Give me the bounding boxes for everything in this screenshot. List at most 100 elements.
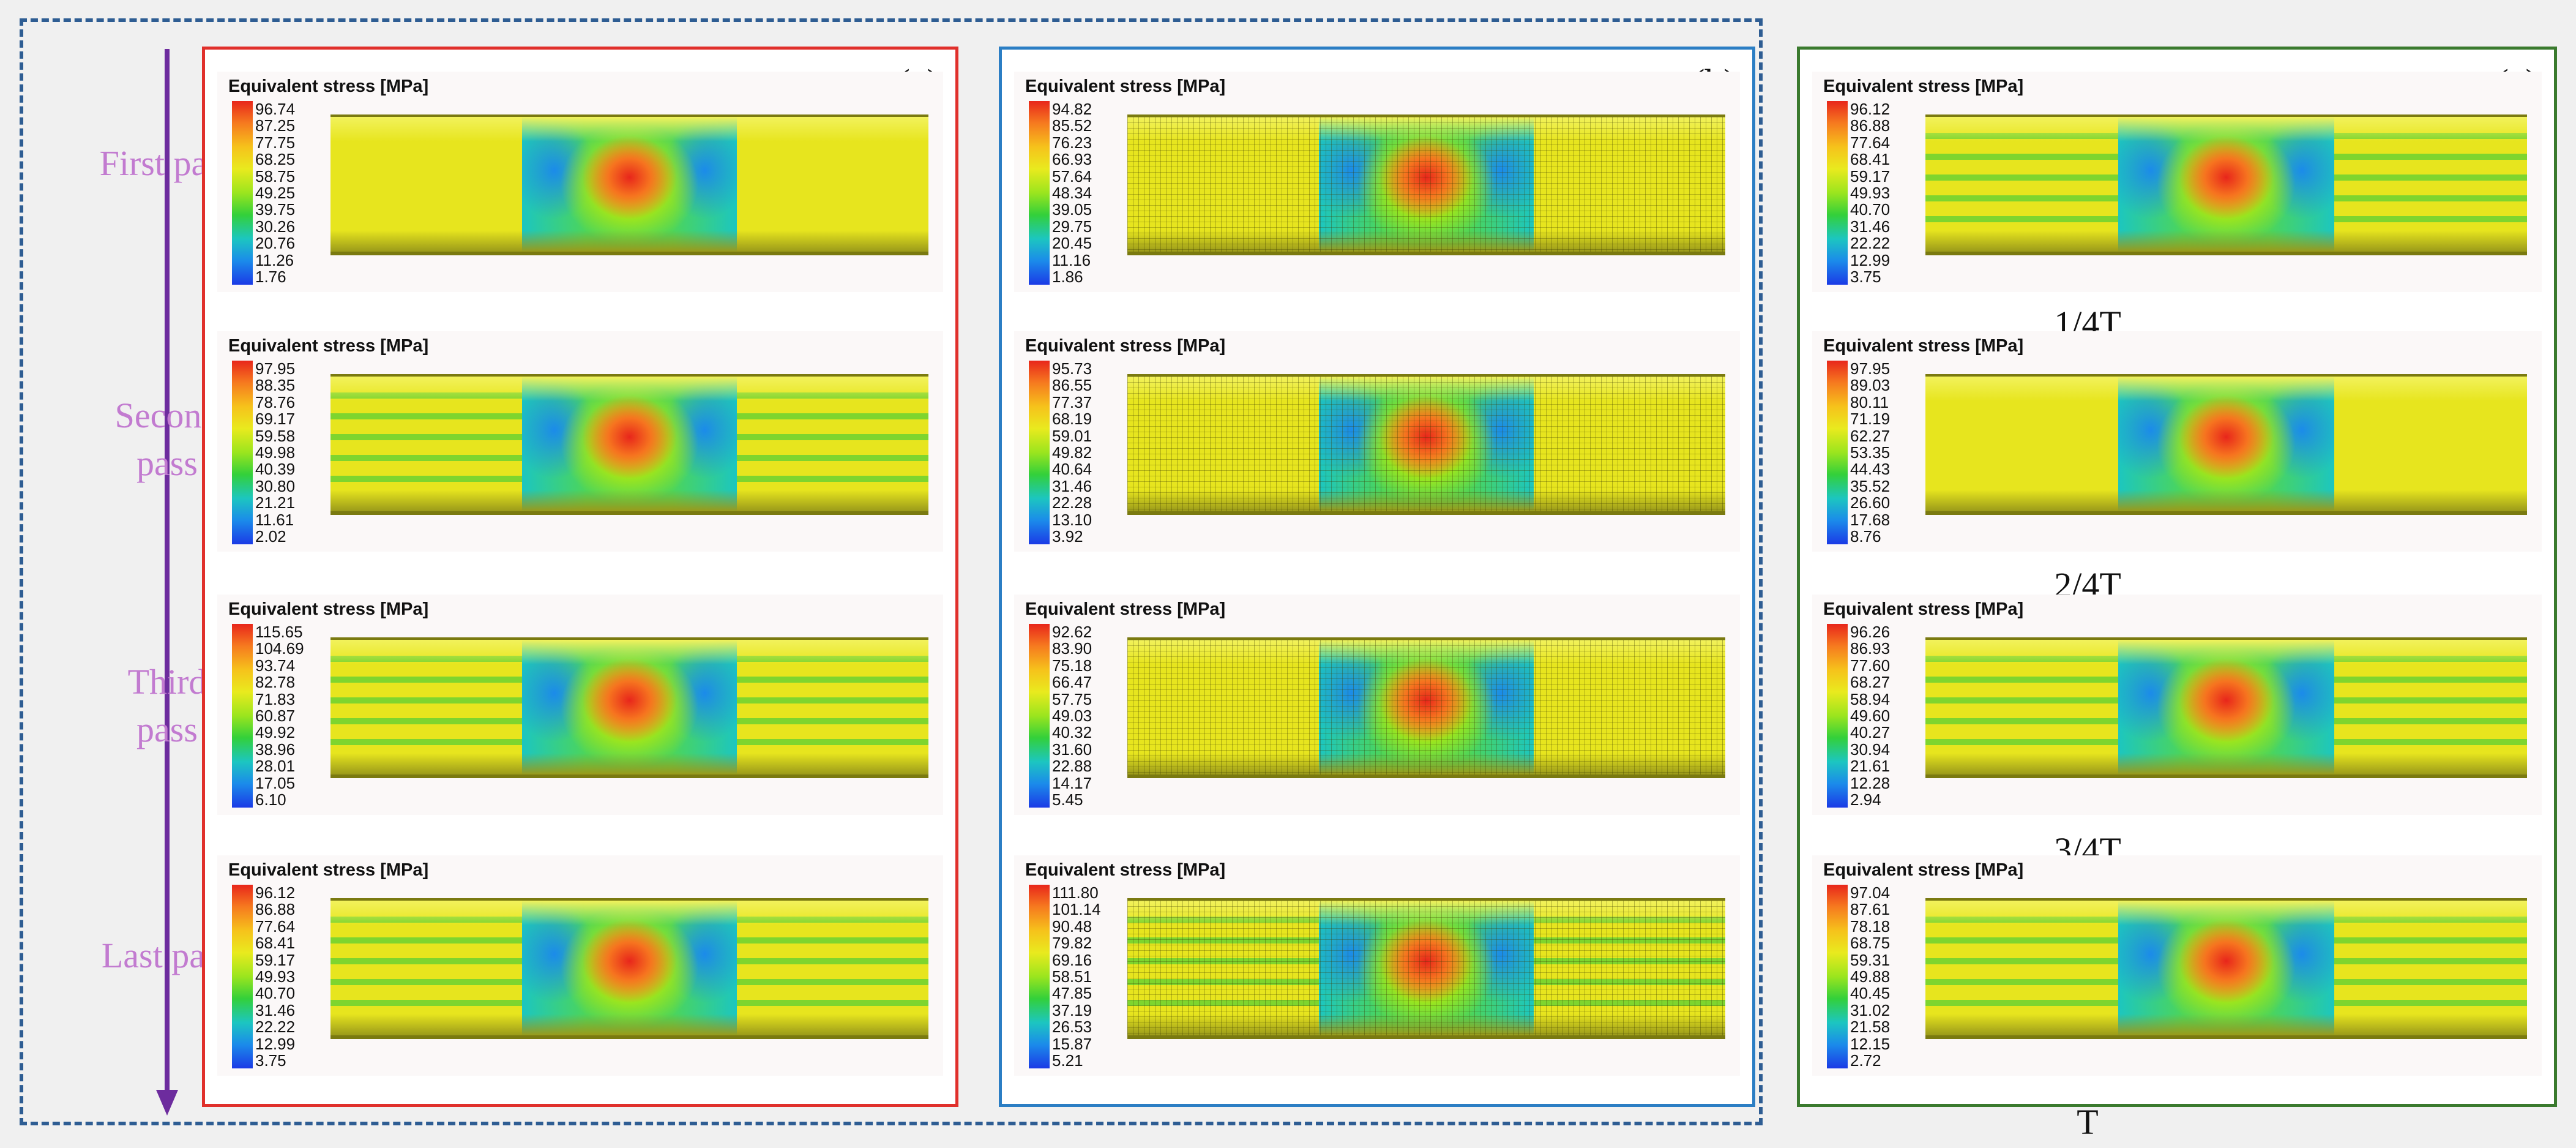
legend-tick-label: 40.64	[1052, 460, 1092, 479]
pipe-highlight	[1127, 377, 1725, 401]
legend-tick-label: 17.05	[255, 773, 296, 792]
legend-colorbar	[1029, 361, 1050, 544]
legend-tick-label: 77.64	[1850, 133, 1891, 152]
legend-ticks: 96.12 86.88 77.64 68.41 59.17 49.93 40.70 31.46…	[255, 885, 323, 1068]
legend-tick-label: 77.75	[255, 133, 296, 152]
legend-ticks: 96.26 86.93 77.60 68.27 58.94 49.60 40.27 30.94…	[1850, 624, 1917, 808]
legend-tick-label: 66.47	[1052, 673, 1092, 692]
legend-tick-label: 2.94	[1850, 790, 1881, 809]
legend-tick-label: 82.78	[255, 673, 296, 692]
legend-tick-label: 77.64	[255, 917, 296, 936]
legend-tick-label: 40.70	[1850, 200, 1891, 219]
legend-tick-label: 59.17	[1850, 167, 1891, 186]
legend-tick-label: 3.75	[1850, 267, 1881, 286]
legend-tick-label: 40.27	[1850, 723, 1891, 742]
legend-tick-label: 37.19	[1052, 1000, 1092, 1019]
pipe-contour-plot	[1925, 374, 2527, 515]
legend-tick-label: 15.87	[1052, 1034, 1092, 1053]
pipe-mesh-grid	[1127, 117, 1725, 252]
legend-title: Equivalent stress [MPa]	[228, 77, 429, 96]
legend-tick-label: 83.90	[1052, 639, 1092, 658]
pipe-contour-plot	[1127, 637, 1725, 778]
legend-tick-label: 93.74	[255, 656, 296, 675]
legend-tick-label: 53.35	[1850, 443, 1891, 462]
legend-tick-label: 58.51	[1052, 967, 1092, 986]
pipe-contour-plot	[1127, 114, 1725, 255]
legend-tick-label: 76.23	[1052, 133, 1092, 152]
legend-tick-label: 22.22	[1850, 234, 1891, 253]
pipe-shadow	[1127, 230, 1725, 252]
stress-contour-subfigure: Equivalent stress [MPa] 96.12 86.88 77.64 68…	[217, 855, 943, 1076]
legend-tick-label: 1.76	[255, 267, 286, 286]
pipe-shadow	[330, 752, 928, 775]
legend-tick-label: 21.21	[255, 493, 296, 512]
legend-tick-label: 87.25	[255, 116, 296, 135]
legend-tick-label: 69.17	[255, 410, 296, 429]
legend-title: Equivalent stress [MPa]	[228, 336, 429, 356]
legend-tick-label: 94.82	[1052, 100, 1092, 118]
legend-tick-label: 3.92	[1052, 527, 1083, 546]
legend-tick-label: 75.18	[1052, 656, 1092, 675]
legend-tick-label: 31.46	[1052, 476, 1092, 495]
legend-tick-label: 40.70	[255, 984, 296, 1003]
legend-tick-label: 79.82	[1052, 934, 1092, 953]
legend-tick-label: 49.98	[255, 443, 296, 462]
pipe-shadow	[330, 1013, 928, 1035]
pipe-highlight	[1925, 901, 2527, 925]
pipe-highlight	[330, 640, 928, 664]
pipe-contour-plot	[1127, 374, 1725, 515]
legend-title: Equivalent stress [MPa]	[1823, 77, 2024, 96]
panel-b: (b)Equivalent stress [MPa]94.8285.5276.2…	[999, 47, 1755, 1107]
pipe-highlight	[1925, 640, 2527, 664]
legend-tick-label: 3.75	[255, 1051, 286, 1070]
legend-colorbar	[1827, 361, 1848, 544]
pass-arrow-head	[156, 1090, 178, 1116]
pipe-contour-plot	[330, 374, 928, 515]
legend-tick-label: 22.88	[1052, 757, 1092, 776]
legend-tick-label: 77.60	[1850, 656, 1891, 675]
pipe-shadow	[1925, 489, 2527, 511]
legend-tick-label: 92.62	[1052, 623, 1092, 641]
legend-ticks: 94.82 85.52 76.23 66.93 57.64 48.34 39.05 29.75…	[1052, 101, 1119, 285]
legend-tick-label: 86.55	[1052, 376, 1092, 395]
legend-tick-label: 29.75	[1052, 217, 1092, 236]
legend-tick-label: 85.52	[1052, 116, 1092, 135]
pipe-highlight	[330, 901, 928, 925]
legend-tick-label: 21.61	[1850, 757, 1891, 776]
pipe-shadow	[1127, 489, 1725, 511]
legend-colorbar	[232, 885, 253, 1068]
legend-tick-label: 77.37	[1052, 392, 1092, 411]
legend-tick-label: 26.53	[1052, 1018, 1092, 1037]
legend-tick-label: 30.80	[255, 476, 296, 495]
legend-ticks: 92.62 83.90 75.18 66.47 57.75 49.03 40.32 31.60…	[1052, 624, 1119, 808]
legend-ticks: 97.95 89.03 80.11 71.19 62.27 53.35 44.43 35.52…	[1850, 361, 1917, 544]
legend-tick-label: 17.68	[1850, 510, 1891, 529]
legend-tick-label: 40.39	[255, 460, 296, 479]
legend-tick-label: 71.83	[255, 689, 296, 708]
legend-tick-label: 115.65	[255, 623, 303, 641]
legend-tick-label: 49.92	[255, 723, 296, 742]
legend-tick-label: 96.12	[255, 884, 296, 902]
legend-tick-label: 49.03	[1052, 706, 1092, 725]
legend-tick-label: 101.14	[1052, 900, 1101, 919]
legend-colorbar	[1029, 101, 1050, 285]
pipe-contour-plot	[330, 898, 928, 1039]
legend-tick-label: 90.48	[1052, 917, 1092, 936]
legend-title: Equivalent stress [MPa]	[1025, 77, 1226, 96]
legend-tick-label: 44.43	[1850, 460, 1891, 479]
pipe-mesh-grid	[1127, 640, 1725, 775]
legend-tick-label: 60.87	[255, 706, 296, 725]
legend-tick-label: 6.10	[255, 790, 286, 809]
legend-tick-label: 49.93	[255, 967, 296, 986]
legend-ticks: 111.80 101.14 90.48 79.82 69.16 58.51 47.85 37.…	[1052, 885, 1119, 1068]
dashed-frame	[20, 18, 1763, 1125]
stress-contour-subfigure: Equivalent stress [MPa] 96.26 86.93 77.60 68…	[1812, 595, 2542, 815]
pipe-highlight	[1127, 117, 1725, 141]
pipe-contour-plot	[1925, 114, 2527, 255]
legend-tick-label: 78.18	[1850, 917, 1891, 936]
legend-tick-label: 59.31	[1850, 950, 1891, 969]
legend-tick-label: 39.75	[255, 200, 296, 219]
legend-tick-label: 68.25	[255, 150, 296, 169]
legend-tick-label: 2.72	[1850, 1051, 1881, 1070]
legend-tick-label: 49.60	[1850, 706, 1891, 725]
